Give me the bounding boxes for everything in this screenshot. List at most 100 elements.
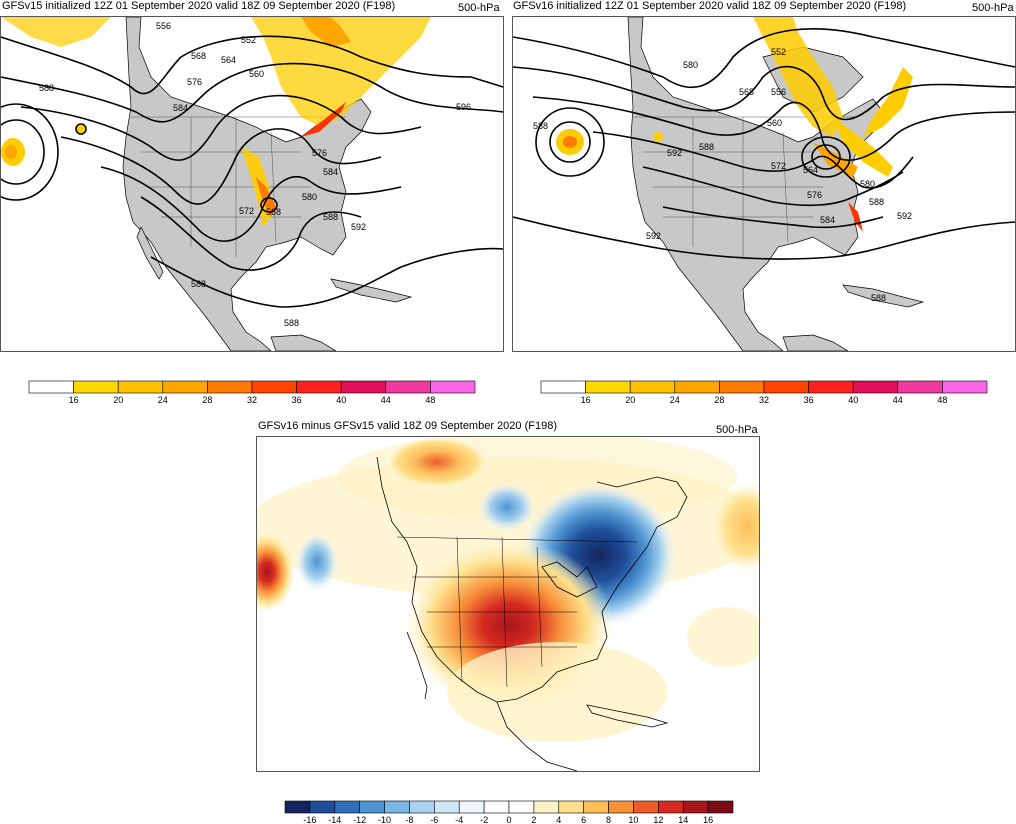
colorbar-swatch — [434, 800, 460, 814]
contour-label: 588 — [699, 142, 714, 152]
colorbar-tick-label: 10 — [628, 815, 638, 824]
colorbar-tick-label: -8 — [405, 815, 413, 824]
colorbar-tick-label: 28 — [714, 395, 724, 405]
contour-label: 560 — [767, 118, 782, 128]
height-contours — [513, 28, 1015, 260]
coastlines — [376, 456, 688, 771]
land-central-america — [270, 334, 337, 351]
contour-label: 576 — [187, 77, 202, 87]
wind-colorbar-left-graphic: 16 20 24 28 32 36 40 44 48 — [28, 380, 476, 405]
colorbar-tick-label: 24 — [158, 395, 168, 405]
contour-label: 588 — [39, 83, 54, 93]
difference-shading — [257, 437, 759, 742]
contour-labels: 552 580 568 556 588 592 588 560 572 564 … — [533, 47, 912, 303]
colorbar-swatch — [897, 380, 943, 394]
colorbar-tick-label: -14 — [328, 815, 341, 824]
colorbar-swatch — [296, 380, 342, 394]
colorbar-tick-label: -4 — [455, 815, 463, 824]
contour-label: 588 — [284, 318, 299, 328]
colorbar-swatch — [674, 380, 720, 394]
colorbar-tick-label: -12 — [353, 815, 366, 824]
colorbar-swatch — [359, 800, 385, 814]
colorbar-tick-label: 28 — [202, 395, 212, 405]
panel-title-difference: GFSv16 minus GFSv15 valid 18Z 09 Septemb… — [258, 420, 557, 432]
land-cuba — [330, 278, 413, 303]
colorbar-tick-label: 40 — [336, 395, 346, 405]
colorbar-tick-label: -2 — [480, 815, 488, 824]
colorbar-swatch — [585, 380, 631, 394]
contour-label: 592 — [897, 211, 912, 221]
contour-label: 568 — [739, 87, 754, 97]
colorbar-tick-label: 36 — [292, 395, 302, 405]
contour-label: 564 — [803, 165, 818, 175]
colorbar-tick-label: -6 — [430, 815, 438, 824]
colorbar-tick-label: 20 — [113, 395, 123, 405]
contour-label: 592 — [646, 231, 661, 241]
colorbar-swatch — [385, 380, 431, 394]
colorbar-swatch — [629, 380, 676, 394]
contour-label: 572 — [771, 161, 786, 171]
colorbar-swatch — [430, 380, 476, 394]
colorbar-tick-label: 24 — [670, 395, 680, 405]
colorbar-swatch — [28, 380, 74, 394]
colorbar-swatch — [73, 380, 119, 394]
colorbar-tick-label: 44 — [381, 395, 391, 405]
colorbar-swatch — [458, 800, 485, 814]
colorbar-swatch — [309, 800, 336, 814]
contour-label: 588 — [533, 121, 548, 131]
colorbar-tick-label: 4 — [556, 815, 561, 824]
colorbar-tick-label: 6 — [581, 815, 586, 824]
colorbar-tick-label: 16 — [703, 815, 713, 824]
contour-label: 572 — [239, 206, 254, 216]
state-borders — [396, 536, 638, 688]
contour-label: 596 — [456, 102, 471, 112]
contour-label: 580 — [860, 179, 875, 189]
colorbar-swatch — [384, 800, 410, 814]
colorbar-tick-label: 16 — [69, 395, 79, 405]
colorbar-tick-label: -16 — [303, 815, 316, 824]
colorbar-swatch — [707, 800, 734, 814]
colorbar-swatch — [533, 800, 560, 814]
contour-label: 576 — [807, 190, 822, 200]
colorbar-swatch — [340, 380, 387, 394]
map-gfsv15-graphic: 556 552 568 564 560 576 584 588 596 576 … — [1, 17, 503, 351]
colorbar-tick-label: 32 — [247, 395, 257, 405]
contour-label: 580 — [302, 192, 317, 202]
contour-label: 556 — [771, 87, 786, 97]
contour-label: 568 — [191, 51, 206, 61]
colorbar-swatch — [682, 800, 709, 814]
map-gfsv16: 552 580 568 556 588 592 588 560 572 564 … — [512, 16, 1016, 352]
difference-colorbar-graphic: -16 -14 -12 -10 -8 -6 -4 -2 0 2 4 6 8 10 12 14 16 — [284, 800, 734, 824]
colorbar-swatch — [508, 800, 535, 814]
land-cuba — [842, 284, 925, 308]
level-label-difference: 500-hPa — [716, 424, 758, 436]
colorbar-swatch — [633, 800, 659, 814]
colorbar-swatch — [284, 800, 311, 814]
land-central-america — [782, 334, 849, 351]
difference-colorbar: -16 -14 -12 -10 -8 -6 -4 -2 0 2 4 6 8 10 12 14 16 — [284, 800, 736, 824]
map-difference — [256, 436, 760, 772]
colorbar-tick-label: 32 — [759, 395, 769, 405]
contour-label: 588 — [191, 279, 206, 289]
contour-label: 588 — [323, 212, 338, 222]
contour-label: 560 — [249, 69, 264, 79]
colorbar-tick-label: 2 — [531, 815, 536, 824]
colorbar-tick-label: 36 — [804, 395, 814, 405]
colorbar-tick-label: 48 — [937, 395, 947, 405]
colorbar-swatch — [162, 380, 208, 394]
colorbar-tick-label: 48 — [425, 395, 435, 405]
colorbar-swatch — [409, 800, 435, 814]
contour-label: 584 — [173, 103, 188, 113]
level-label-gfsv16: 500-hPa — [972, 2, 1014, 14]
colorbar-swatch — [852, 380, 899, 394]
contour-labels: 556 552 568 564 560 576 584 588 596 576 … — [39, 21, 471, 328]
contour-label: 592 — [351, 222, 366, 232]
contour-label: 584 — [820, 215, 835, 225]
colorbar-swatch — [719, 380, 765, 394]
contour-label: 552 — [771, 47, 786, 57]
colorbar-swatch — [583, 800, 609, 814]
colorbar-tick-label: 14 — [678, 815, 688, 824]
colorbar-tick-label: -10 — [378, 815, 391, 824]
colorbar-tick-label: 8 — [606, 815, 611, 824]
colorbar-tick-label: 44 — [893, 395, 903, 405]
